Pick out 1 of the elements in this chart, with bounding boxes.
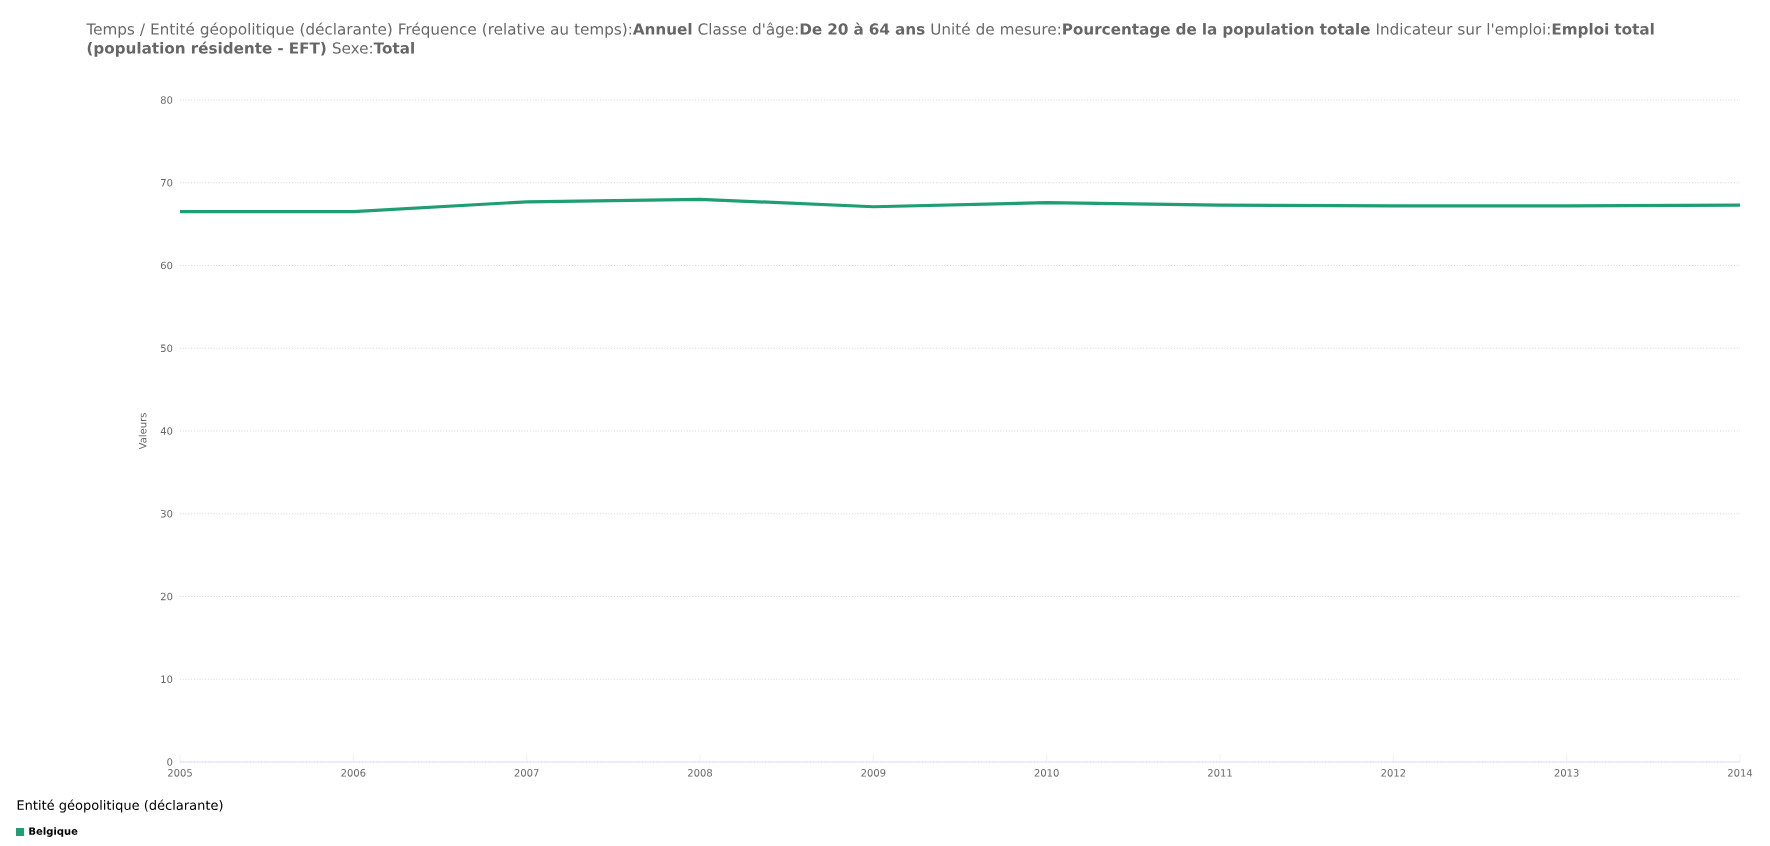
line-series [178,197,1742,214]
